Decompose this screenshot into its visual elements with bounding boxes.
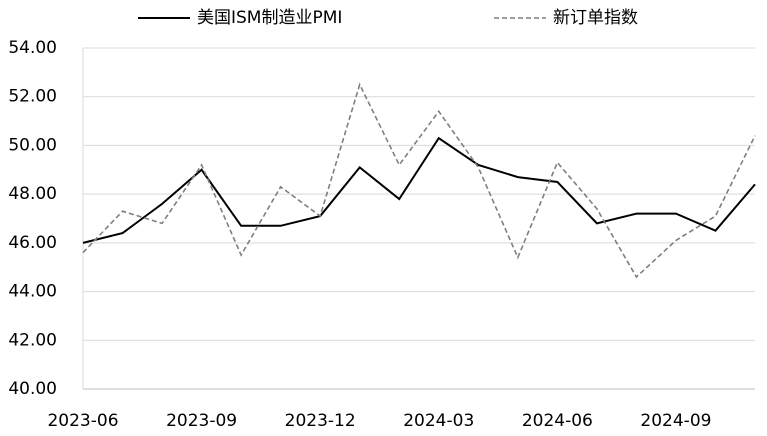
legend-label: 新订单指数 [553,8,638,28]
series-line [82,82,756,279]
y-tick-label: 52.00 [8,87,57,107]
x-tick-label: 2023-09 [166,411,237,431]
y-tick-label: 42.00 [8,330,57,350]
y-tick-label: 40.00 [8,379,57,399]
y-tick-label: 46.00 [8,233,57,253]
x-tick-label: 2024-06 [522,411,593,431]
y-tick-label: 48.00 [8,184,57,204]
y-tick-label: 54.00 [8,38,57,58]
y-tick-label: 50.00 [8,135,57,155]
x-tick-label: 2023-06 [47,411,118,431]
y-tick-label: 44.00 [8,282,57,302]
x-tick-label: 2024-03 [403,411,474,431]
legend-label: 美国ISM制造业PMI [197,8,342,28]
x-tick-label: 2024-09 [640,411,711,431]
x-tick-label: 2023-12 [285,411,356,431]
